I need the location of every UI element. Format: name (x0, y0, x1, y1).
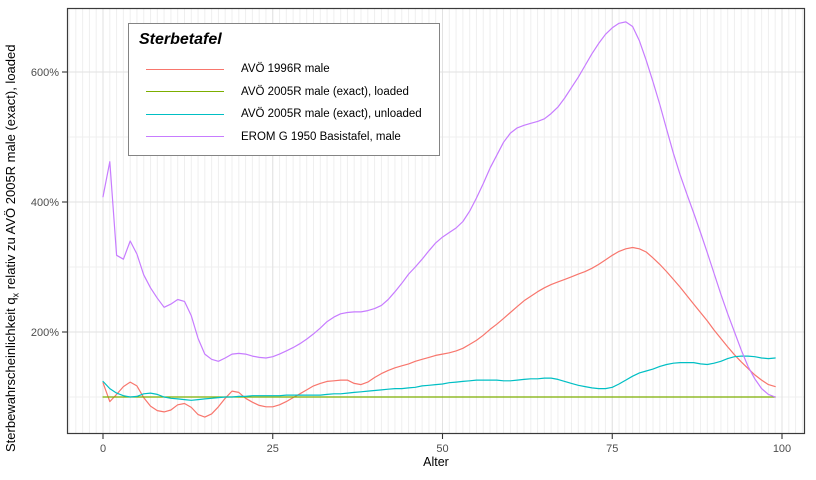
legend-rows: AVÖ 1996R male AVÖ 2005R male (exact), l… (129, 58, 439, 148)
legend-key-line (146, 68, 224, 70)
x-axis-title: Alter (423, 455, 449, 469)
panel-border (66, 7, 806, 435)
series-line-3 (102, 21, 776, 398)
legend-key-line (146, 113, 224, 115)
y-axis-title-suffix: relativ zu AVÖ 2005R male (exact), loade… (3, 44, 18, 293)
x-tick-label: 50 (436, 443, 448, 455)
series-line-2 (102, 355, 776, 401)
x-tick-label: 100 (773, 443, 791, 455)
legend-item: EROM G 1950 Basistafel, male (129, 126, 439, 149)
y-tick-label: 200% (31, 327, 59, 339)
x-tick-label: 75 (606, 443, 618, 455)
y-tick-label: 400% (31, 197, 59, 209)
legend-item-label: AVÖ 1996R male (241, 63, 330, 76)
y-axis-title-prefix: Sterbewahrscheinlichkeit q (3, 297, 18, 452)
y-axis-title-subscript: x (10, 292, 21, 298)
legend-item: AVÖ 2005R male (exact), unloaded (129, 103, 439, 126)
legend: Sterbetafel AVÖ 1996R male AVÖ 2005R mal… (128, 23, 440, 156)
x-tick-label: 25 (267, 443, 279, 455)
legend-item-label: EROM G 1950 Basistafel, male (241, 130, 401, 143)
y-axis-title: Sterbewahrscheinlichkeit qx relativ zu A… (3, 45, 21, 452)
series-line-0 (102, 246, 776, 418)
x-tick-label: 0 (100, 443, 106, 455)
legend-item: AVÖ 1996R male (129, 58, 439, 81)
legend-title: Sterbetafel (139, 31, 222, 48)
legend-item-label: AVÖ 2005R male (exact), unloaded (241, 108, 422, 121)
legend-key-line (146, 91, 224, 93)
legend-item-label: AVÖ 2005R male (exact), loaded (241, 85, 409, 98)
legend-key-line (146, 136, 224, 138)
legend-item: AVÖ 2005R male (exact), loaded (129, 81, 439, 104)
y-tick-label: 600% (31, 67, 59, 79)
